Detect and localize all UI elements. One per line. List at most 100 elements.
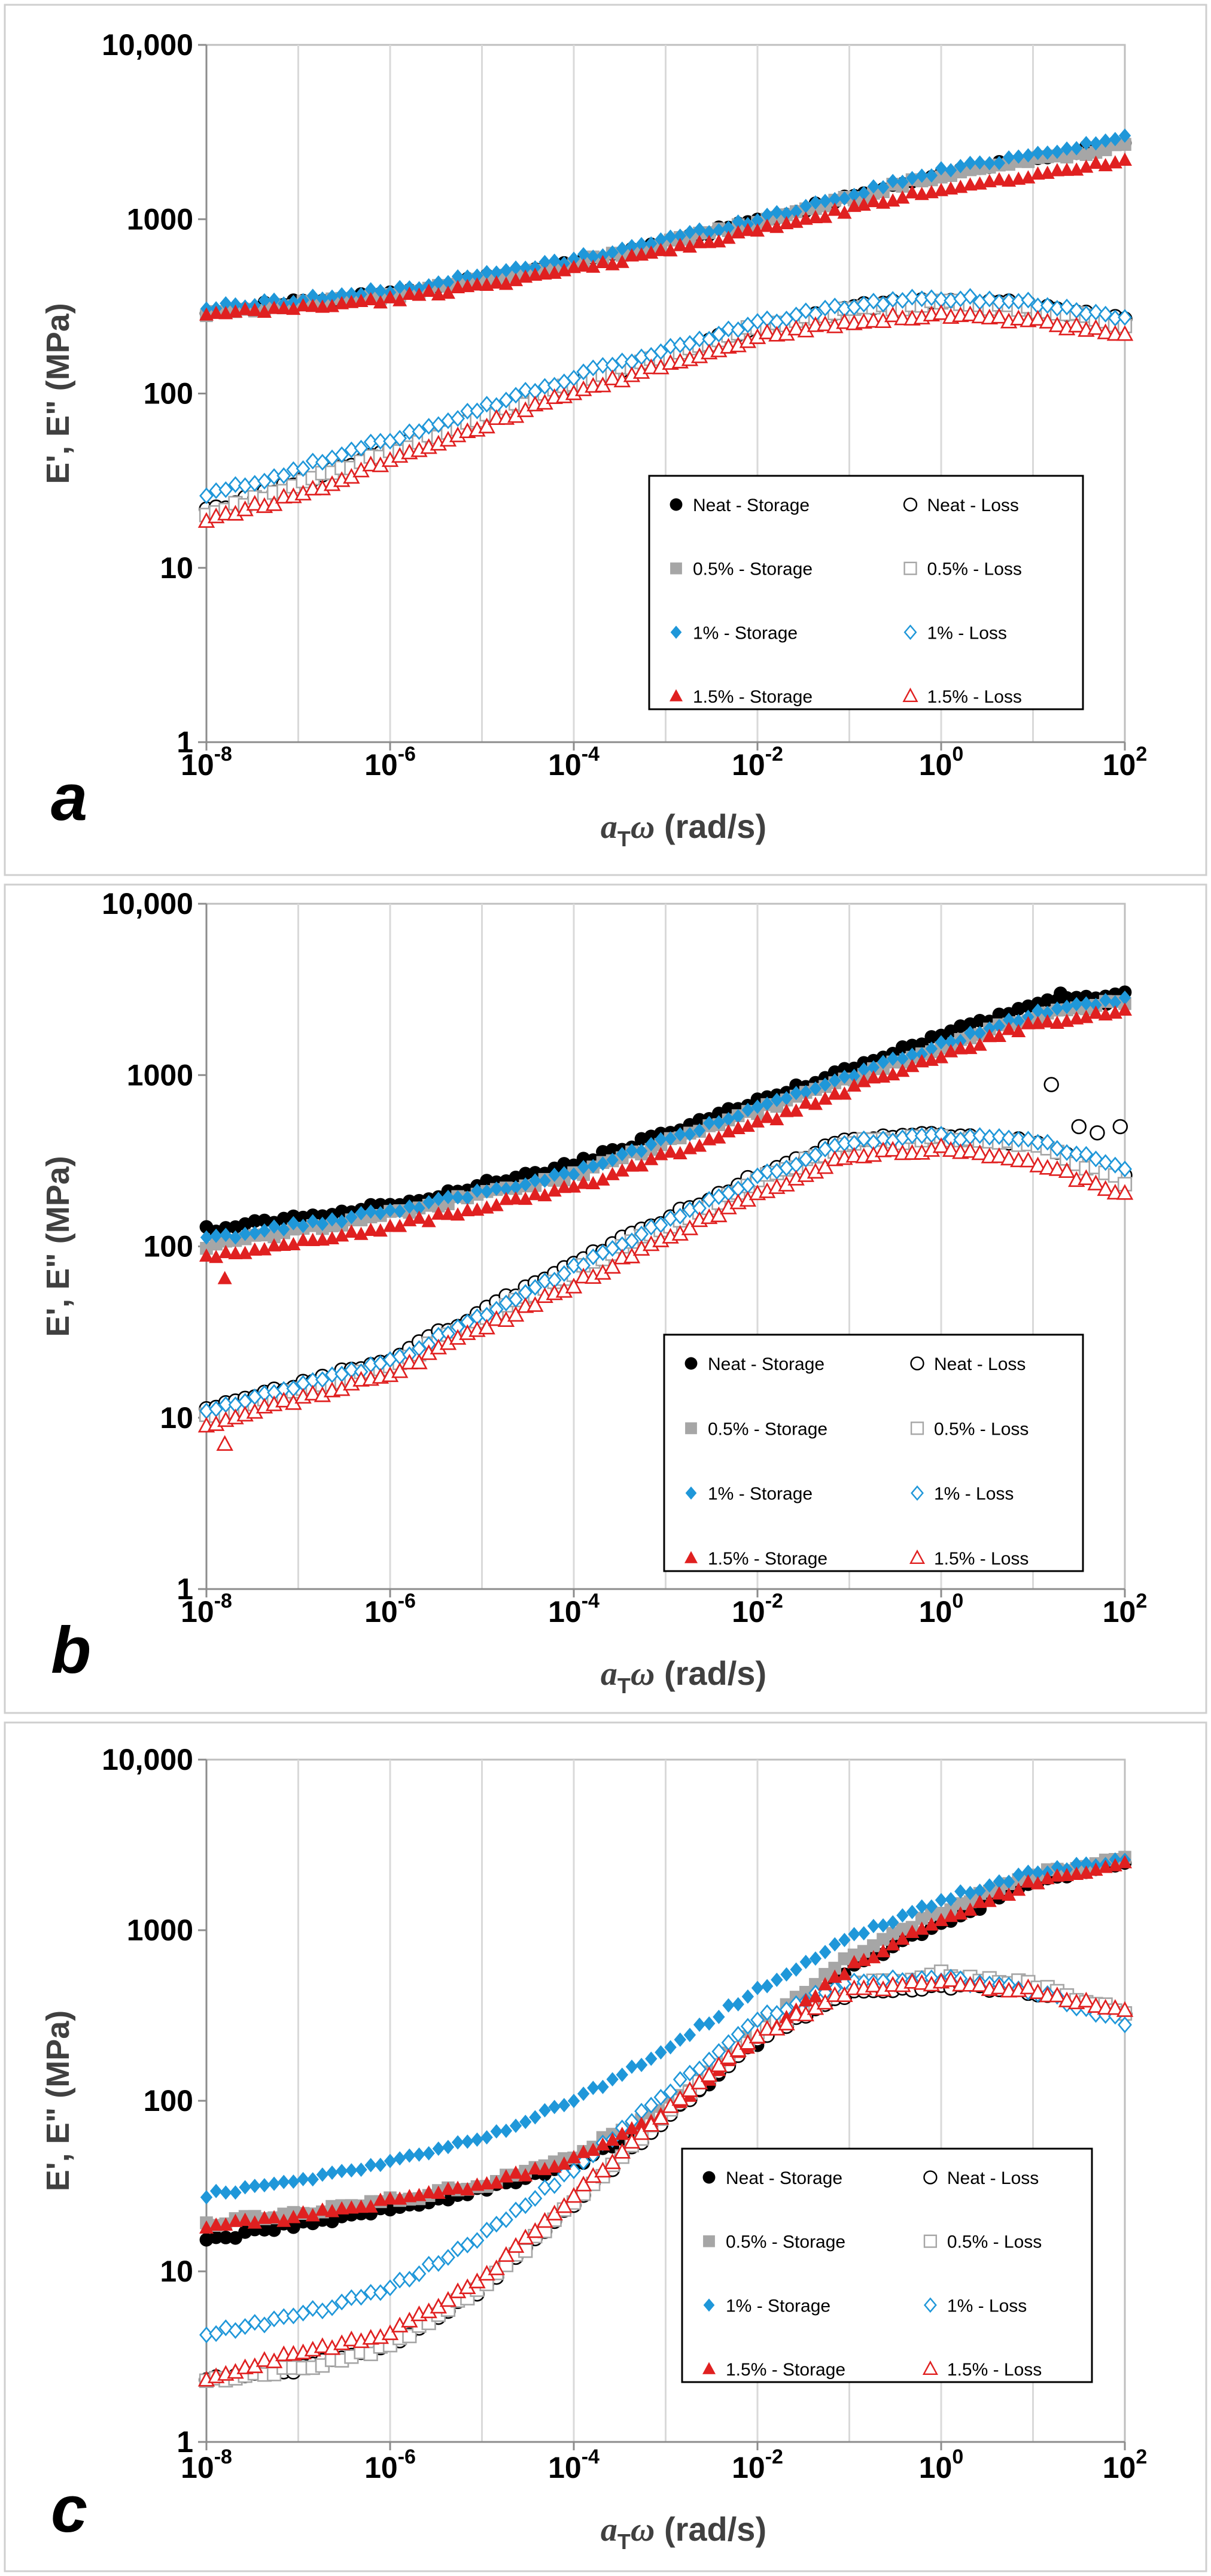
data-point bbox=[1029, 1983, 1046, 2000]
chart-svg-b: 1 10 100 1000 10,000 10-8 10-6 10-4 10-2 100 102 E'… bbox=[4, 883, 1207, 1714]
data-point bbox=[1118, 309, 1132, 326]
x-tick-label: 10-6 bbox=[364, 1590, 416, 1629]
data-point bbox=[488, 1310, 505, 1326]
data-point bbox=[750, 2011, 765, 2028]
data-point bbox=[209, 2217, 224, 2231]
y-tick-label: 1 bbox=[177, 725, 193, 759]
data-point bbox=[664, 1131, 677, 1146]
data-point bbox=[1000, 1149, 1018, 1166]
data-point bbox=[606, 245, 619, 260]
x-tick-label: 10-8 bbox=[181, 743, 232, 782]
data-point bbox=[1030, 1876, 1045, 1890]
data-point bbox=[595, 254, 610, 269]
data-point bbox=[703, 2016, 716, 2031]
data-point bbox=[962, 305, 979, 321]
data-point-outlier bbox=[1071, 1119, 1087, 1135]
data-point bbox=[509, 1191, 524, 1205]
data-point bbox=[771, 1092, 783, 1107]
data-point bbox=[257, 2210, 272, 2224]
data-point bbox=[518, 2197, 533, 2214]
data-point bbox=[276, 1237, 291, 1251]
y-tick-label: 1000 bbox=[127, 202, 193, 236]
data-point bbox=[655, 232, 667, 247]
data-point bbox=[354, 439, 369, 457]
data-point bbox=[1118, 2016, 1132, 2034]
data-point bbox=[276, 300, 291, 314]
data-point bbox=[702, 235, 717, 248]
series-1-storage bbox=[200, 1852, 1131, 2205]
data-point bbox=[220, 2185, 232, 2200]
data-point bbox=[722, 1998, 735, 2013]
legend-label: Neat - Storage bbox=[708, 1354, 824, 1374]
data-point bbox=[971, 1144, 988, 1161]
data-point bbox=[625, 1143, 638, 1158]
y-tick-label: 10 bbox=[160, 2255, 193, 2288]
data-point bbox=[1022, 1864, 1034, 1879]
data-point bbox=[972, 1127, 987, 1144]
data-point bbox=[500, 1181, 513, 1196]
data-point bbox=[732, 214, 744, 229]
data-point bbox=[942, 1141, 960, 1157]
legend-marker bbox=[910, 1421, 924, 1435]
series-1-loss bbox=[199, 1126, 1132, 1420]
data-point bbox=[528, 267, 543, 281]
data-point bbox=[248, 1214, 262, 1228]
data-point bbox=[422, 1195, 435, 1210]
data-point bbox=[305, 1232, 320, 1247]
data-point bbox=[748, 2027, 766, 2044]
data-point bbox=[847, 1078, 862, 1092]
data-point bbox=[364, 1204, 377, 1219]
data-point bbox=[558, 1166, 571, 1181]
data-point bbox=[741, 1989, 754, 2004]
x-tick-label: 100 bbox=[919, 743, 964, 782]
data-point bbox=[374, 284, 387, 299]
data-point bbox=[537, 1187, 552, 1202]
data-point bbox=[402, 286, 417, 300]
data-point bbox=[519, 1177, 532, 1192]
data-point bbox=[1051, 1860, 1064, 1875]
legend-label: 1.5% - Storage bbox=[708, 1549, 827, 1569]
x-tick-label: 102 bbox=[1103, 2446, 1148, 2484]
x-axis-title: aTω (rad/s) bbox=[601, 1654, 766, 1698]
data-point bbox=[412, 2265, 427, 2283]
data-point bbox=[286, 2210, 301, 2223]
data-point bbox=[751, 1099, 764, 1114]
data-point bbox=[1012, 1867, 1025, 1882]
data-point bbox=[490, 1181, 503, 1196]
data-point bbox=[239, 1226, 251, 1241]
data-point bbox=[925, 168, 938, 183]
data-point bbox=[238, 2212, 252, 2226]
data-point bbox=[1051, 1001, 1064, 1016]
data-point bbox=[896, 174, 909, 189]
data-point bbox=[479, 2176, 494, 2190]
data-point bbox=[218, 2217, 233, 2231]
legend-marker bbox=[911, 1485, 924, 1501]
data-point bbox=[490, 265, 503, 280]
data-point bbox=[644, 2097, 659, 2114]
data-point bbox=[528, 2161, 543, 2175]
data-point bbox=[613, 2143, 631, 2159]
data-point bbox=[616, 241, 628, 256]
legend-label: 1% - Loss bbox=[947, 2296, 1027, 2316]
data-point bbox=[993, 156, 1006, 171]
data-point bbox=[1116, 325, 1134, 341]
y-tick-label: 10,000 bbox=[102, 887, 193, 921]
data-point bbox=[683, 1127, 696, 1142]
legend-label: 1% - Storage bbox=[693, 623, 798, 643]
data-point bbox=[1002, 1875, 1015, 1890]
data-point bbox=[760, 208, 774, 223]
data-point bbox=[635, 2058, 648, 2073]
data-point bbox=[306, 288, 319, 303]
data-point bbox=[1060, 162, 1075, 176]
data-point bbox=[710, 2056, 728, 2072]
data-point bbox=[798, 302, 813, 320]
data-point bbox=[529, 1173, 541, 1188]
data-point bbox=[565, 1277, 583, 1294]
data-point bbox=[884, 1141, 902, 1157]
data-point bbox=[740, 2018, 755, 2035]
x-tick-label: 102 bbox=[1103, 743, 1148, 782]
data-point bbox=[546, 2204, 563, 2220]
data-point bbox=[1060, 298, 1074, 315]
data-point-outlier bbox=[1043, 1077, 1059, 1092]
data-point bbox=[816, 1158, 834, 1174]
